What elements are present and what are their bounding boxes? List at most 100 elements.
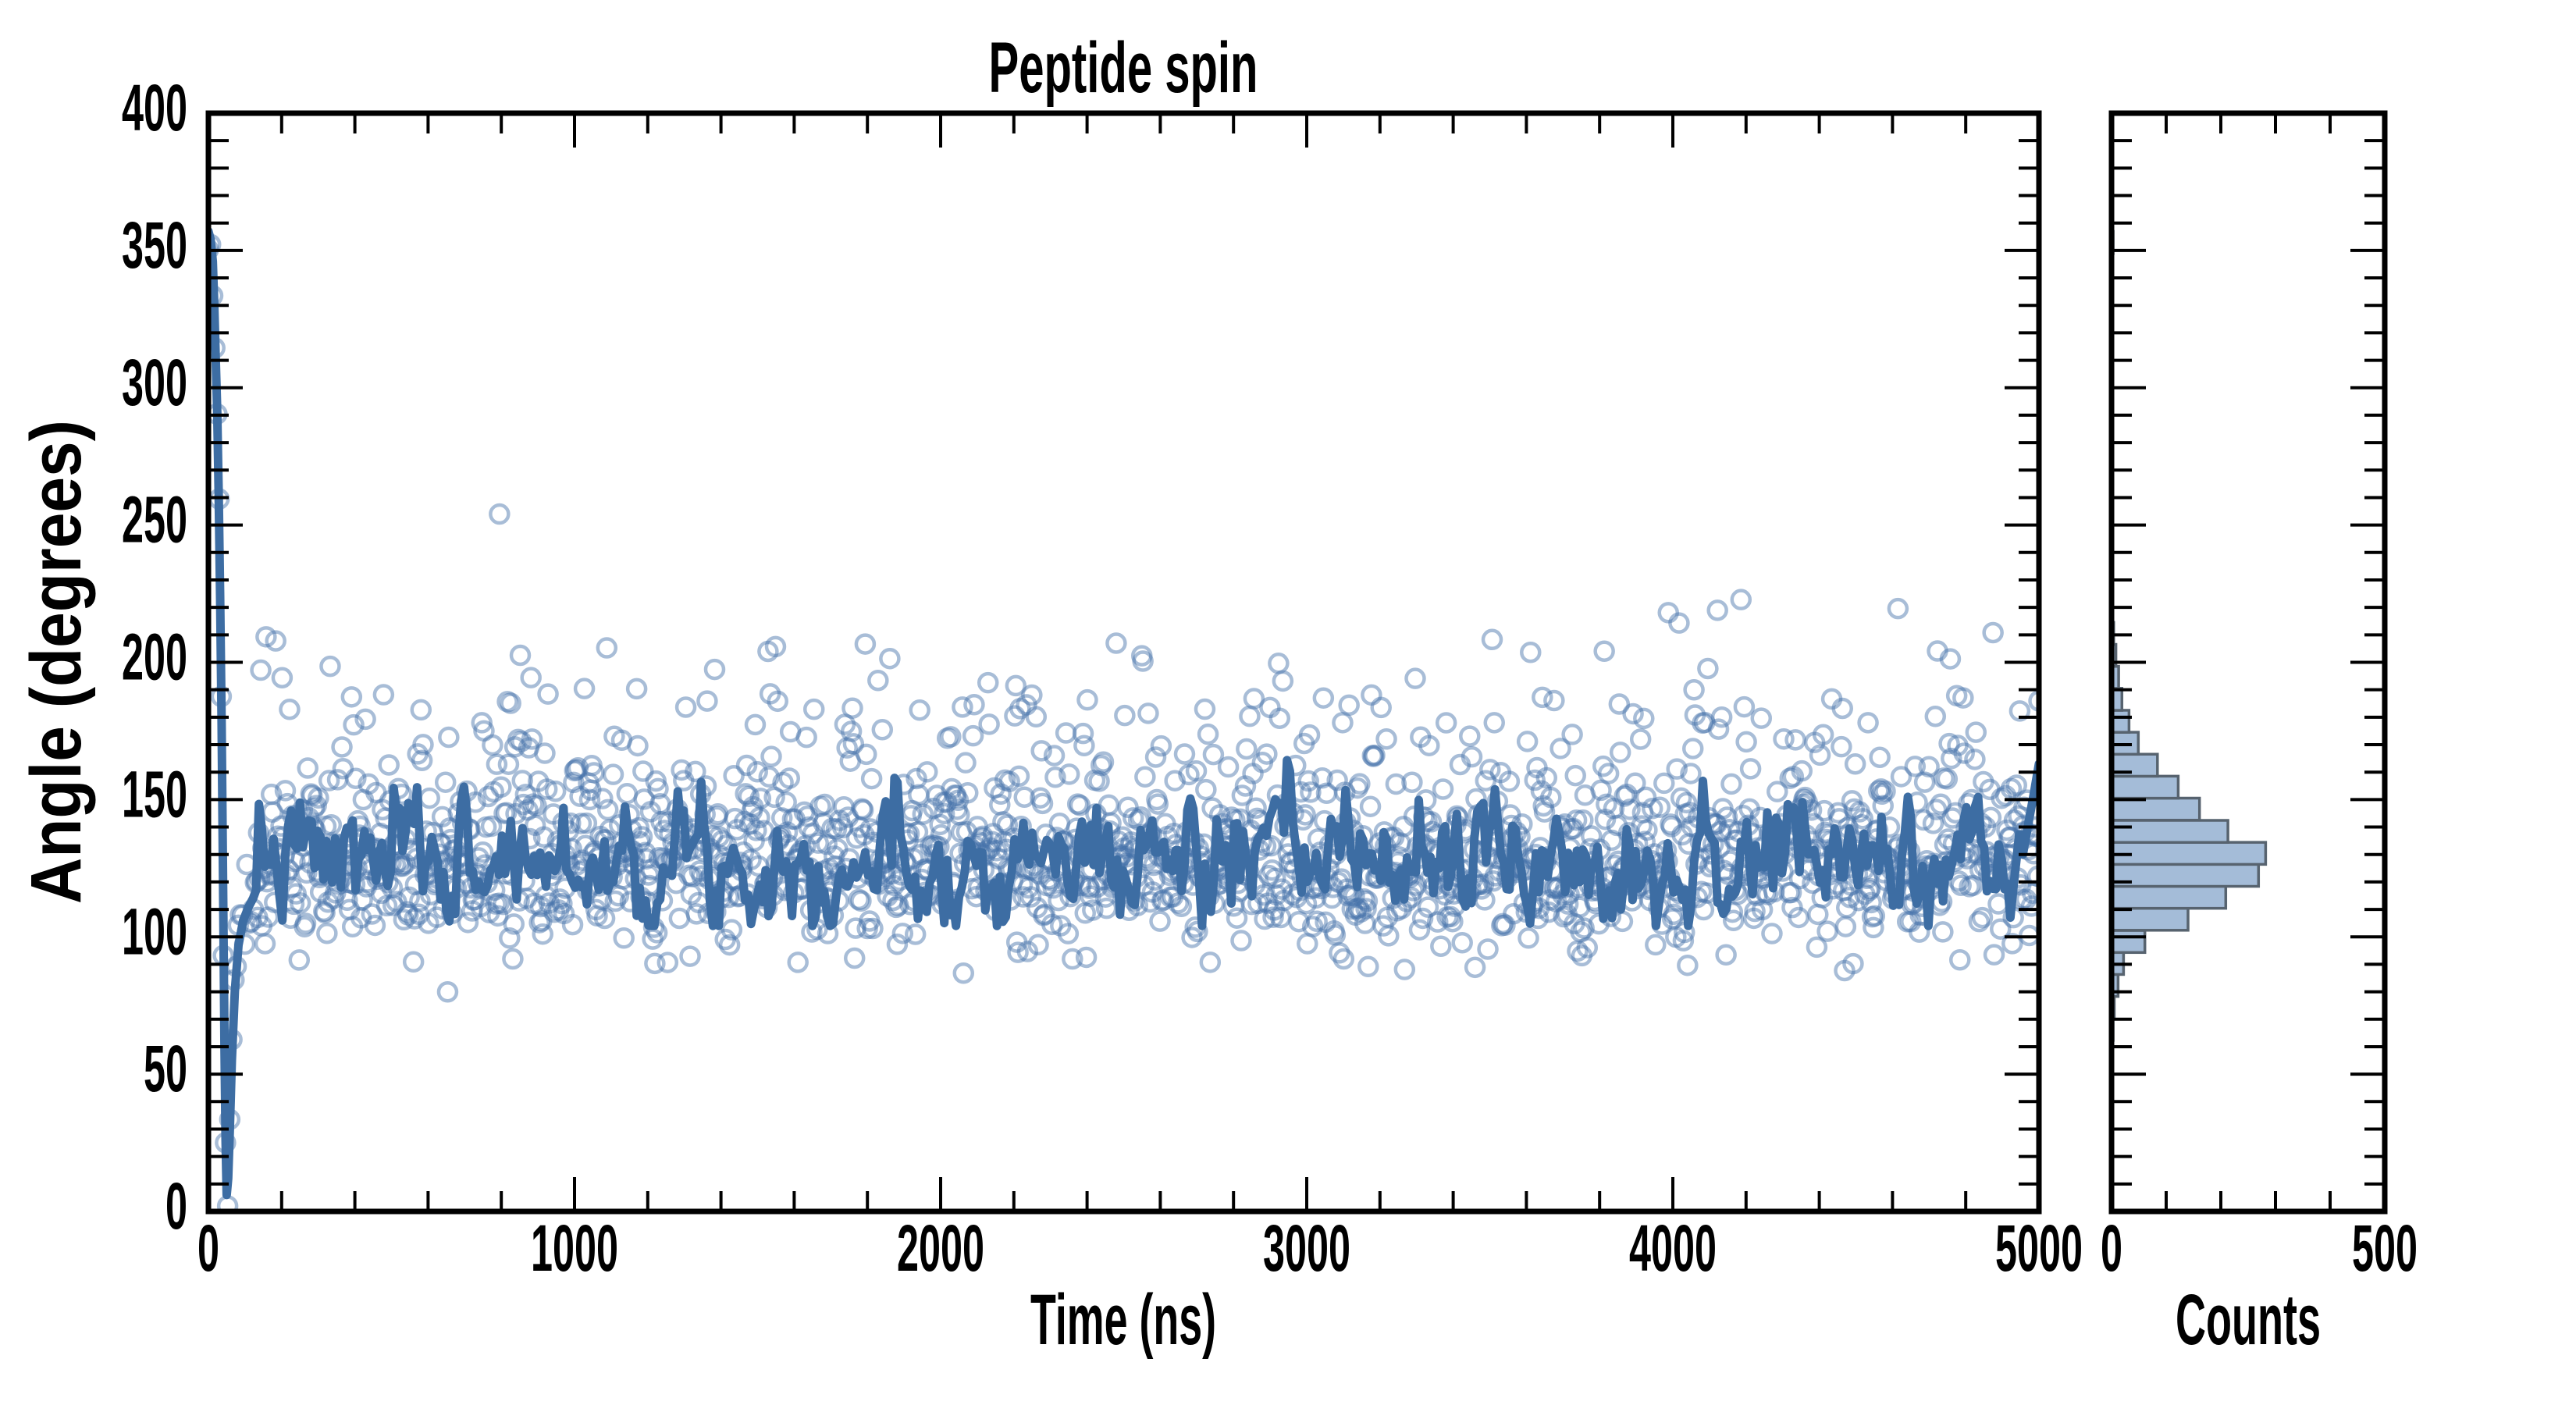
- scatter-point: [1925, 799, 1948, 820]
- scatter-point: [1927, 640, 1948, 662]
- scatter-point: [1614, 785, 1635, 807]
- scatter-point: [1066, 793, 1089, 815]
- scatter-point: [1159, 886, 1182, 908]
- scatter-point: [434, 771, 457, 793]
- scatter-point: [592, 788, 614, 809]
- scatter-point: [1597, 763, 1620, 784]
- scatter-point: [1592, 755, 1614, 777]
- scatter-point: [720, 919, 743, 941]
- scatter-point: [940, 726, 962, 748]
- y-tick-label: 0: [165, 1169, 187, 1243]
- scatter-point: [937, 727, 959, 749]
- y-tick-label: 100: [122, 895, 187, 968]
- scatter-point: [856, 743, 877, 766]
- scatter-point: [1332, 712, 1354, 734]
- scatter-point: [1681, 738, 1704, 759]
- scatter-point: [1924, 706, 1947, 727]
- scatter-point: [257, 906, 279, 928]
- scatter-point: [1989, 918, 2012, 940]
- scatter-point: [412, 734, 434, 756]
- scatter-point: [1545, 891, 1567, 912]
- scatter-point: [525, 795, 547, 817]
- scatter-point: [909, 843, 932, 866]
- scatter-point: [1483, 712, 1505, 734]
- scatter-point: [1408, 919, 1431, 941]
- scatter-point: [493, 802, 515, 824]
- scatter-point: [1968, 910, 1991, 933]
- scatter-point: [674, 696, 697, 718]
- scatter-point: [1788, 906, 1809, 929]
- scatter-point: [1909, 921, 1930, 943]
- scatter-point: [418, 787, 440, 809]
- scatter-point: [2000, 777, 2023, 800]
- scatter-point: [984, 777, 1005, 799]
- scatter-point: [580, 779, 602, 801]
- scatter-point: [1649, 796, 1671, 818]
- scatter-point: [479, 902, 500, 923]
- scatter-point: [779, 720, 802, 743]
- scatter-point: [260, 783, 283, 806]
- scatter-point: [331, 736, 353, 758]
- scatter-point: [1684, 704, 1706, 726]
- scatter-point: [1393, 959, 1416, 980]
- scatter-point: [1436, 906, 1458, 928]
- scatter-point: [1871, 783, 1893, 806]
- scatter-point: [1848, 801, 1870, 823]
- scatter-point: [1631, 802, 1654, 823]
- scatter-point: [1858, 880, 1880, 902]
- scatter-point: [1312, 687, 1335, 709]
- scatter-point: [1668, 612, 1690, 634]
- scatter-point: [952, 696, 973, 718]
- scatter-point: [1181, 927, 1203, 948]
- scatter-point: [341, 916, 364, 937]
- scatter-point: [981, 831, 1003, 853]
- scatter-point: [747, 855, 770, 877]
- scatter-point: [837, 806, 859, 828]
- scatter-point: [945, 784, 967, 807]
- scatter-point: [475, 816, 497, 838]
- scatter-point: [1295, 892, 1318, 915]
- scatter-point: [1572, 809, 1594, 831]
- scatter-point: [309, 881, 332, 903]
- scatter-point: [989, 794, 1011, 816]
- scatter-point: [906, 767, 927, 790]
- scatter-point: [1491, 915, 1513, 937]
- scatter-point: [487, 905, 509, 927]
- scatter-point: [1738, 798, 1760, 820]
- scatter-point: [1167, 892, 1190, 914]
- scatter-point: [524, 814, 546, 837]
- scatter-point: [364, 914, 386, 937]
- scatter-point: [326, 769, 349, 791]
- scatter-point: [1083, 769, 1106, 791]
- scatter-point: [723, 764, 745, 787]
- scatter-point: [522, 793, 544, 815]
- scatter-point: [1807, 903, 1829, 926]
- scatter-point: [1410, 726, 1432, 748]
- scatter-point: [407, 743, 429, 765]
- scatter-point: [668, 907, 691, 930]
- scatter-point: [1315, 911, 1336, 934]
- scatter-point: [1451, 931, 1473, 954]
- scatter-point: [279, 698, 301, 720]
- scatter-point: [1479, 759, 1501, 781]
- scatter-point: [1461, 745, 1483, 768]
- scatter-point: [1094, 886, 1116, 908]
- scatter-point: [1660, 813, 1681, 835]
- y-tick-label: 250: [122, 483, 187, 557]
- scatter-point: [933, 802, 955, 825]
- scatter-point: [1019, 886, 1042, 908]
- scatter-point: [1994, 784, 2017, 807]
- scatter-point: [1996, 819, 2018, 841]
- scatter-point: [1520, 641, 1542, 663]
- scatter-point: [650, 811, 672, 833]
- scatter-point: [1439, 905, 1461, 928]
- scatter-point: [1932, 921, 1954, 943]
- scatter-point: [645, 770, 667, 792]
- scatter-point: [1217, 756, 1240, 778]
- scatter-point: [639, 801, 662, 823]
- scatter-point: [319, 655, 341, 678]
- scatter-point: [372, 684, 395, 706]
- scatter-point: [1633, 707, 1655, 730]
- scatter-point: [473, 720, 495, 742]
- scatter-point: [1939, 648, 1962, 670]
